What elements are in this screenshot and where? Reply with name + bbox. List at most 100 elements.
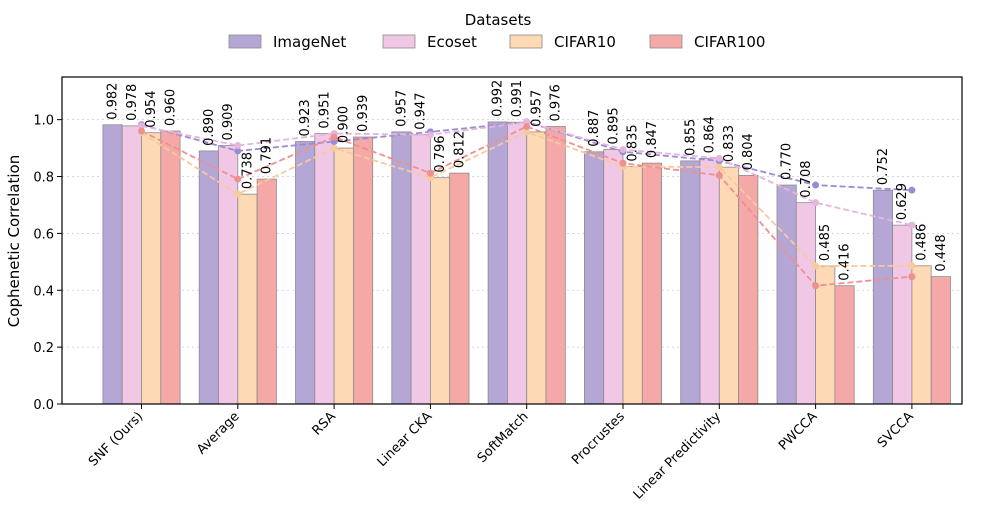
series-point: [234, 175, 242, 183]
data-label: 0.804: [741, 133, 756, 170]
legend-swatch: [509, 34, 543, 49]
y-tick-label: 0.4: [33, 284, 54, 299]
bar: [237, 193, 258, 405]
data-label: 0.923: [298, 99, 313, 136]
legend-swatch: [228, 34, 262, 49]
series-point: [234, 142, 242, 150]
series-point: [330, 133, 338, 141]
y-tick-label: 0.8: [33, 171, 54, 186]
series-point: [234, 147, 242, 155]
series-point: [523, 122, 531, 130]
x-tick-label: RSA: [310, 409, 339, 438]
data-label: 0.770: [780, 143, 795, 180]
series-point: [619, 159, 627, 167]
bar: [603, 149, 624, 405]
bar: [680, 160, 701, 405]
bar: [449, 172, 470, 405]
series-line: [141, 125, 912, 287]
data-label: 0.448: [934, 234, 949, 271]
data-label: 0.738: [240, 152, 255, 189]
series-point: [715, 171, 723, 179]
legend: Datasets ImageNet Ecoset CIFAR10 CIFAR100: [228, 11, 765, 51]
bar: [141, 132, 162, 405]
bar: [526, 131, 547, 405]
data-label: 0.796: [433, 135, 448, 172]
data-label: 0.947: [414, 93, 429, 130]
data-label: 0.982: [106, 83, 121, 120]
data-label: 0.847: [645, 121, 660, 158]
legend-label: ImageNet: [273, 33, 346, 51]
x-tick-label: SVCCA: [875, 409, 917, 451]
series-point: [812, 199, 820, 207]
series-point: [234, 190, 242, 198]
bar: [102, 124, 123, 405]
bar: [256, 178, 277, 405]
bar: [487, 121, 508, 405]
bar: [622, 166, 643, 405]
data-label: 0.485: [818, 224, 833, 261]
data-label: 0.855: [683, 119, 698, 156]
plot-frame: [61, 76, 963, 405]
bar: [429, 177, 451, 405]
bar: [295, 141, 316, 405]
x-tick-label: SoftMatch: [475, 409, 532, 466]
series-point: [523, 128, 531, 136]
series-point: [908, 186, 916, 194]
legend-label: CIFAR10: [554, 33, 616, 51]
data-label: 0.812: [452, 131, 467, 168]
bar: [121, 125, 142, 405]
data-label: 0.890: [202, 109, 217, 146]
data-label: 0.900: [337, 106, 352, 143]
bar: [641, 162, 662, 405]
bar: [160, 130, 181, 405]
series-point: [908, 273, 916, 281]
series-point: [908, 262, 916, 270]
data-label: 0.887: [587, 110, 602, 147]
x-tick-label: Linear CKA: [375, 409, 436, 470]
data-label: 0.752: [876, 148, 891, 185]
data-label: 0.954: [144, 91, 159, 128]
data-label: 0.416: [838, 243, 853, 280]
data-label: 0.978: [125, 84, 140, 121]
bar: [892, 224, 913, 405]
bar: [699, 157, 720, 405]
data-label: 0.957: [394, 90, 409, 127]
x-tick-label: SNF (Ours): [86, 409, 146, 469]
series-point: [138, 122, 145, 130]
series-point: [138, 127, 145, 135]
data-label: 0.629: [895, 183, 910, 220]
series-point: [812, 282, 820, 290]
x-axis: SNF (Ours) Average RSA Linear CKA SoftMatch P…: [86, 404, 917, 503]
bar: [198, 150, 219, 405]
bar: [911, 265, 932, 405]
series-point: [812, 262, 820, 270]
y-tick-label: 0.2: [33, 341, 54, 356]
data-label: 0.835: [626, 124, 641, 161]
series-point: [812, 181, 820, 189]
data-label: 0.909: [221, 103, 236, 140]
y-axis-label: Cophenetic Correlation: [5, 155, 23, 327]
series-point: [715, 163, 723, 171]
data-label: 0.791: [260, 137, 275, 174]
data-label: 0.957: [529, 90, 544, 127]
series-point: [908, 221, 916, 229]
bar: [506, 121, 528, 405]
series-point: [426, 131, 434, 139]
bar: [834, 285, 855, 405]
series-point: [619, 146, 627, 154]
series-point: [715, 154, 723, 162]
bar: [795, 202, 816, 405]
bar: [391, 131, 412, 405]
bar: [930, 276, 951, 405]
bar: [333, 147, 354, 405]
bar: [314, 133, 335, 405]
data-label: 0.991: [510, 80, 525, 117]
bar: [545, 126, 566, 405]
series-point: [330, 144, 338, 152]
bar: [872, 189, 893, 405]
legend-label: Ecoset: [427, 33, 477, 51]
data-label: 0.486: [915, 224, 930, 261]
legend-title: Datasets: [465, 11, 532, 29]
data-label: 0.992: [491, 80, 506, 117]
legend-swatch: [382, 34, 416, 49]
